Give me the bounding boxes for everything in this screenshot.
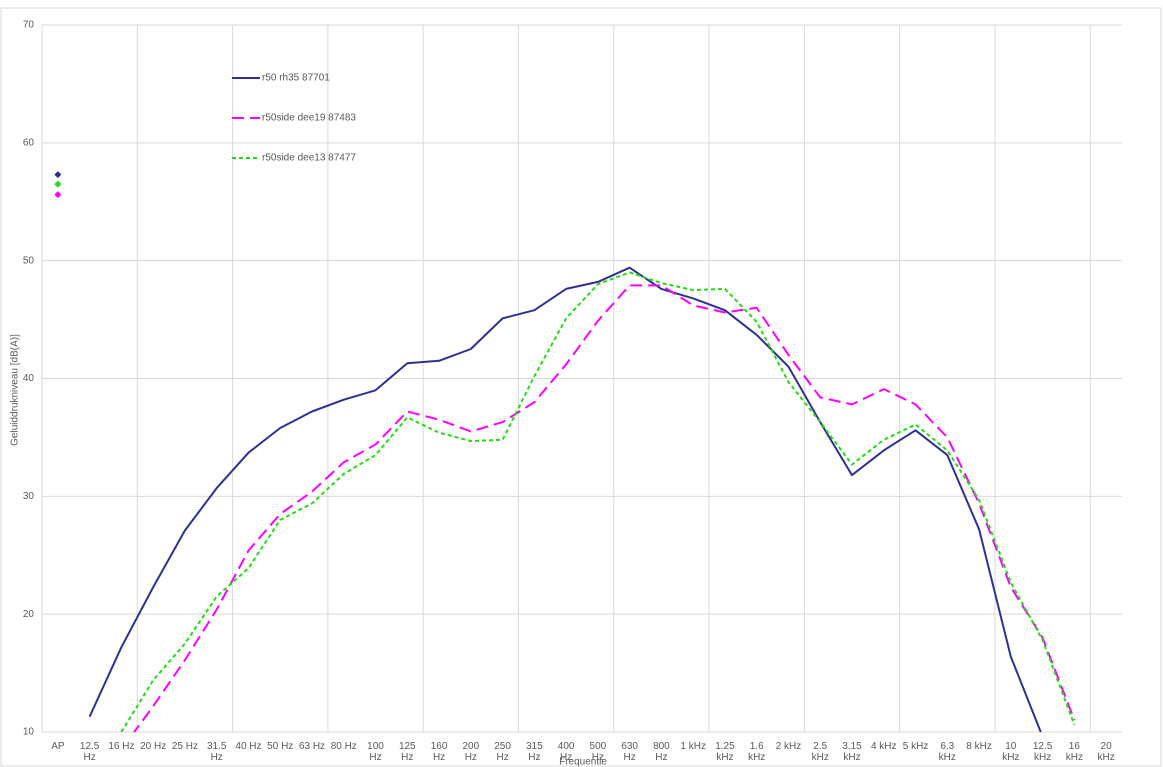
x-tick-label: 80 Hz bbox=[331, 741, 357, 752]
x-tick-label: 400 Hz bbox=[558, 741, 575, 763]
y-tick-label: 50 bbox=[23, 255, 35, 266]
x-tick-label: 1 kHz bbox=[680, 741, 706, 752]
x-tick-label: 1.25 kHz bbox=[715, 741, 735, 763]
x-tick-label: 8 kHz bbox=[966, 741, 992, 752]
series-line bbox=[133, 284, 1076, 732]
y-tick-label: 70 bbox=[23, 20, 35, 31]
x-tick-label: AP bbox=[51, 741, 65, 752]
x-tick-label: 20 Hz bbox=[140, 741, 166, 752]
x-tick-label: 16 Hz bbox=[108, 741, 134, 752]
x-tick-label: 10 kHz bbox=[1002, 741, 1019, 763]
x-tick-label: 800 Hz bbox=[653, 741, 670, 763]
x-tick-label: 630 Hz bbox=[621, 741, 638, 763]
plot-area bbox=[54, 171, 1076, 732]
marker bbox=[54, 171, 62, 179]
x-tick-label: 315 Hz bbox=[526, 741, 543, 763]
x-tick-label: 25 Hz bbox=[172, 741, 198, 752]
x-tick-label: 12.5 Hz bbox=[80, 741, 100, 763]
y-axis-title: Geluiddrukniveau [dB(A)] bbox=[10, 334, 21, 446]
chart-frame bbox=[0, 7, 1162, 767]
legend-label: r50side dee19 87483 bbox=[262, 113, 356, 124]
x-tick-label: 2.5 kHz bbox=[812, 741, 829, 763]
y-tick-label: 10 bbox=[23, 727, 35, 738]
x-tick-label: 160 Hz bbox=[431, 741, 448, 763]
x-tick-label: 20 kHz bbox=[1098, 741, 1115, 763]
x-tick-label: 500 Hz bbox=[590, 741, 607, 763]
x-tick-label: 16 kHz bbox=[1066, 741, 1083, 763]
legend-label: r50side dee13 87477 bbox=[262, 153, 356, 164]
x-tick-label: 6.3 kHz bbox=[939, 741, 956, 763]
x-tick-label: 200 Hz bbox=[462, 741, 479, 763]
y-tick-label: 40 bbox=[23, 373, 35, 384]
x-tick-label: 125 Hz bbox=[399, 741, 416, 763]
x-tick-label: 12.5 kHz bbox=[1033, 741, 1053, 763]
x-tick-label: 4 kHz bbox=[871, 741, 897, 752]
x-tick-label: 1.6 kHz bbox=[748, 741, 765, 763]
x-tick-label: 250 Hz bbox=[494, 741, 511, 763]
marker bbox=[54, 191, 62, 199]
y-tick-label: 20 bbox=[23, 609, 35, 620]
x-axis-title: Frequentie bbox=[559, 757, 607, 767]
x-tick-label: 2 kHz bbox=[776, 741, 802, 752]
y-tick-label: 60 bbox=[23, 137, 35, 148]
x-tick-label: 3.15 kHz bbox=[842, 741, 862, 763]
x-tick-label: 63 Hz bbox=[299, 741, 325, 752]
x-tick-label: 5 kHz bbox=[903, 741, 929, 752]
marker bbox=[54, 180, 62, 188]
series-line bbox=[88, 266, 1042, 732]
x-tick-label: 31.5 Hz bbox=[207, 741, 227, 763]
y-tick-label: 30 bbox=[23, 491, 35, 502]
series-line bbox=[120, 271, 1076, 732]
x-tick-label: 40 Hz bbox=[235, 741, 261, 752]
x-tick-label: 50 Hz bbox=[267, 741, 293, 752]
legend-label: r50 rh35 87701 bbox=[262, 73, 330, 84]
x-tick-label: 100 Hz bbox=[367, 741, 384, 763]
